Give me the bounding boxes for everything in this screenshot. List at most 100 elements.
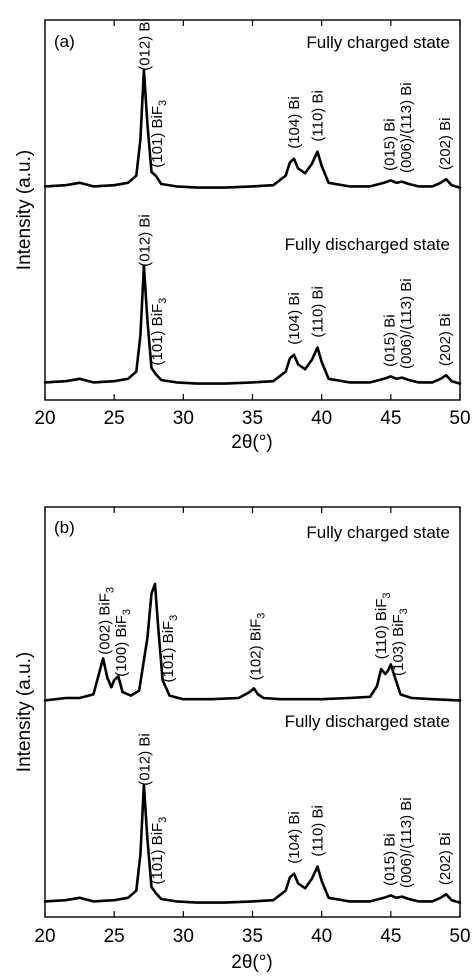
panel-b-x-tick-label-30: 30 — [173, 926, 194, 947]
panel-b-peak-label: (110) BiF3 — [373, 592, 393, 659]
peak-label-text: (006)/(113) Bi — [398, 82, 415, 173]
peak-label-text: (103) BiF — [390, 614, 407, 676]
panel-b-peak-label: (102) BiF3 — [247, 613, 267, 681]
panel-b-x-tick-label-20: 20 — [34, 926, 55, 947]
subscript: 3 — [157, 298, 169, 304]
panel-b-peak-label: (015) Bi — [381, 833, 398, 886]
panel-a-peak-labels: (012) Bi(101) BiF3 (104) Bi (110) Bi(015) … — [137, 18, 454, 369]
peak-label-text: (202) Bi — [437, 833, 454, 886]
panel-b-peak-label: (104) Bi — [286, 811, 303, 864]
panel-b-peak-labels: (002) BiF3(100) BiF3(101) BiF3(102) BiF3… — [97, 587, 454, 888]
panel-a-x-tick-label-25: 25 — [104, 408, 125, 429]
panel-b-x-tick-label-40: 40 — [311, 926, 332, 947]
subscript: 3 — [381, 592, 393, 598]
panel-b-peak-label: (006)/(113) Bi — [398, 797, 415, 888]
panel-a-x-tick-label-50: 50 — [449, 408, 470, 429]
panel-a-discharged-label: Fully discharged state — [285, 235, 450, 254]
panel-b: (b) Fully charged state Fully discharged… — [14, 506, 471, 973]
peak-label-text: (012) Bi — [137, 18, 154, 71]
peak-label-text: (110) Bi — [310, 805, 327, 856]
panel-a-charged-label: Fully charged state — [306, 33, 450, 52]
panel-a-label: (a) — [54, 32, 75, 51]
peak-label-text: (202) Bi — [437, 314, 454, 367]
panel-b-y-axis-label: Intensity (a.u.) — [14, 652, 35, 772]
panel-a-peak-label: (015) Bi — [381, 118, 398, 171]
peak-label-text: (012) Bi — [137, 214, 154, 267]
panel-b-x-axis-label: 2θ(°) — [231, 952, 272, 973]
subscript: 3 — [157, 100, 169, 106]
panel-a-peak-label: (101) BiF3 — [149, 298, 169, 366]
panel-b-x-ticks: 20 25 30 35 40 45 50 — [34, 507, 471, 947]
peak-label-text: (015) Bi — [381, 118, 398, 171]
peak-label-text: (101) BiF — [149, 823, 166, 885]
panel-a-peak-label: (202) Bi — [437, 118, 454, 171]
panel-a-peak-label: (104) Bi — [286, 96, 303, 149]
panel-a-x-tick-label-40: 40 — [311, 408, 332, 429]
panel-a-peak-label: (012) Bi — [137, 214, 154, 267]
panel-a-x-ticks: 20 25 30 35 40 45 50 — [34, 20, 471, 429]
subscript: 3 — [168, 615, 180, 621]
panel-a-peak-label: (104) Bi — [286, 292, 303, 345]
panel-a-x-axis-label: 2θ(°) — [231, 432, 272, 453]
peak-label-text: (006)/(113) Bi — [398, 278, 415, 369]
peak-label-text: (202) Bi — [437, 118, 454, 171]
peak-label-text: (102) BiF — [247, 619, 264, 681]
peak-label-text: (101) BiF — [160, 621, 177, 683]
panel-a-peak-label: (012) Bi — [137, 18, 154, 71]
panel-a-peak-label: (006)/(113) Bi — [398, 278, 415, 369]
panel-b-peak-label: (202) Bi — [437, 833, 454, 886]
panel-b-peak-label: (103) BiF3 — [390, 608, 410, 676]
subscript: 3 — [121, 609, 133, 615]
peak-label-text: (015) Bi — [381, 833, 398, 886]
panel-b-traces — [43, 582, 462, 904]
peak-label-text: (110) BiF — [373, 599, 390, 660]
panel-a-x-tick-label-45: 45 — [380, 408, 401, 429]
peak-label-text: (002) BiF — [97, 593, 114, 655]
panel-b-discharged-label: Fully discharged state — [285, 712, 450, 731]
subscript: 3 — [255, 613, 267, 619]
subscript: 3 — [105, 587, 117, 593]
peak-label-text: (015) Bi — [381, 314, 398, 367]
peak-label-text: (104) Bi — [286, 96, 303, 149]
panel-b-peak-label: (002) BiF3 — [97, 587, 117, 655]
panel-b-x-tick-label-45: 45 — [380, 926, 401, 947]
panel-a-peak-label: (110) Bi — [310, 286, 327, 337]
panel-b-peak-label: (012) Bi — [137, 733, 154, 786]
peak-label-text: (110) Bi — [310, 286, 327, 337]
panel-b-x-tick-label-35: 35 — [242, 926, 263, 947]
peak-label-text: (110) Bi — [310, 90, 327, 141]
panel-b-x-tick-label-25: 25 — [104, 926, 125, 947]
peak-label-text: (012) Bi — [137, 733, 154, 786]
peak-label-text: (100) BiF — [113, 615, 130, 677]
panel-b-label: (b) — [54, 518, 75, 537]
panel-a-peak-label: (101) BiF3 — [149, 100, 169, 168]
peak-label-text: (104) Bi — [286, 811, 303, 864]
panel-a-trace-discharged — [43, 264, 462, 385]
subscript: 3 — [398, 608, 410, 614]
panel-a-x-tick-label-30: 30 — [173, 408, 194, 429]
panel-b-trace-charged — [43, 582, 462, 702]
peak-label-text: (006)/(113) Bi — [398, 797, 415, 888]
panel-a-x-tick-label-35: 35 — [242, 408, 263, 429]
panel-b-peak-label: (101) BiF3 — [149, 817, 169, 885]
panel-a-peak-label: (202) Bi — [437, 314, 454, 367]
panel-b-peak-label: (100) BiF3 — [113, 609, 133, 677]
panel-a-traces — [43, 68, 462, 385]
peak-label-text: (101) BiF — [149, 304, 166, 366]
panel-b-x-tick-label-50: 50 — [449, 926, 470, 947]
panel-a-y-axis-label: Intensity (a.u.) — [14, 150, 35, 270]
panel-b-charged-label: Fully charged state — [306, 523, 450, 542]
panel-b-trace-discharged — [43, 783, 462, 904]
peak-label-text: (104) Bi — [286, 292, 303, 345]
peak-label-text: (101) BiF — [149, 106, 166, 168]
panel-a-peak-label: (110) Bi — [310, 90, 327, 141]
panel-a-trace-charged — [43, 68, 462, 189]
subscript: 3 — [157, 817, 169, 823]
panel-a-x-tick-label-20: 20 — [34, 408, 55, 429]
panel-b-peak-label: (101) BiF3 — [160, 615, 180, 683]
panel-a-peak-label: (006)/(113) Bi — [398, 82, 415, 173]
panel-b-peak-label: (110) Bi — [310, 805, 327, 856]
panel-a: (a) Fully charged state Fully discharged… — [14, 18, 471, 453]
panel-a-peak-label: (015) Bi — [381, 314, 398, 367]
